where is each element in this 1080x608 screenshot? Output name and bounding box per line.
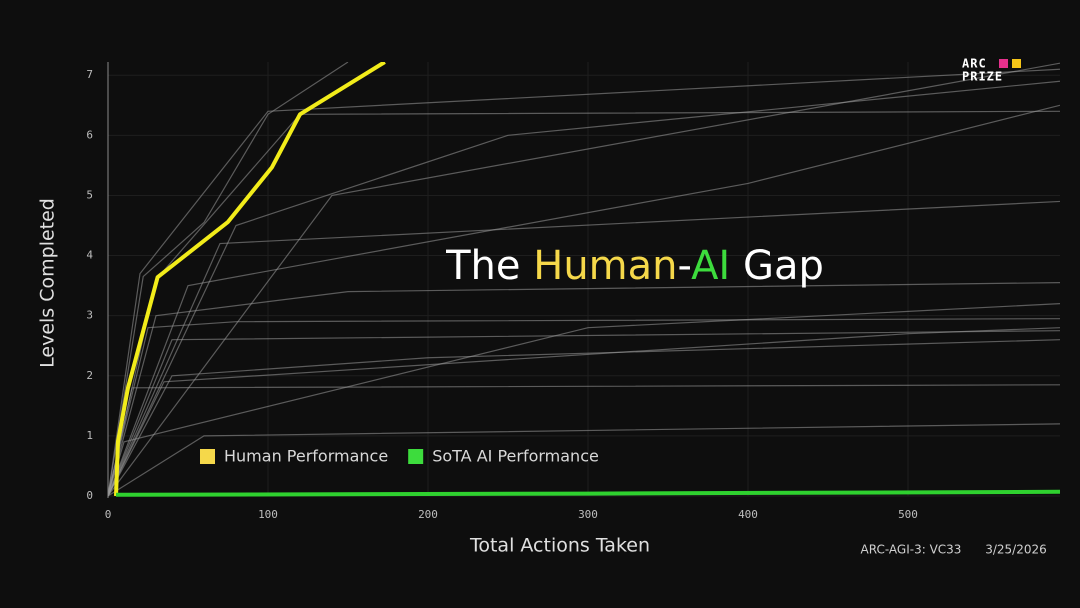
legend-swatch: [200, 449, 215, 464]
x-tick-label: 100: [258, 508, 278, 521]
trace-line: [108, 200, 1060, 497]
y-tick-label: 3: [86, 309, 93, 322]
trace-line: [108, 330, 1060, 497]
traces: [108, 62, 1060, 497]
x-tick-label: 0: [105, 508, 112, 521]
title-part: The: [445, 243, 533, 289]
legend: Human Performance SoTA AI Performance: [200, 447, 599, 466]
x-tick-label: 500: [898, 508, 918, 521]
trace-line: [108, 80, 1060, 497]
title-part: AI: [691, 243, 730, 289]
y-tick-label: 1: [86, 429, 93, 442]
y-tick-label: 5: [86, 188, 93, 201]
series-line: [115, 489, 1060, 497]
legend-label: Human Performance: [224, 447, 388, 466]
series-line: [114, 62, 386, 497]
legend-swatch: [408, 449, 424, 464]
y-tick-label: 4: [86, 249, 93, 262]
trace-line: [108, 327, 1060, 497]
y-tick-label: 0: [86, 489, 93, 502]
trace-line: [108, 318, 1060, 497]
legend-label: SoTA AI Performance: [432, 447, 599, 466]
trace-line: [108, 339, 1060, 497]
chart-title: The Human-AI Gap: [445, 243, 824, 289]
footer-text: ARC-AGI-3: VC33: [861, 543, 962, 557]
trace-line: [108, 104, 1060, 497]
title-part: -: [678, 243, 692, 289]
lines: [114, 62, 1060, 497]
footer-text: 3/25/2026: [985, 543, 1047, 557]
title-part: Human: [533, 243, 677, 289]
x-tick-label: 400: [738, 508, 758, 521]
trace-line: [108, 62, 349, 497]
trace-line: [108, 62, 1060, 497]
x-tick-label: 200: [418, 508, 438, 521]
trace-line: [108, 68, 1060, 497]
y-tick-label: 7: [86, 68, 93, 81]
logo-text: PRIZE: [962, 70, 1003, 84]
x-axis-label: Total Actions Taken: [469, 535, 650, 557]
x-tick-label: 300: [578, 508, 598, 521]
title-part: Gap: [730, 243, 824, 289]
logo-text: ARC: [962, 57, 987, 71]
y-axis-label: Levels Completed: [37, 198, 59, 368]
trace-line: [108, 423, 1060, 497]
logo-square: [999, 59, 1008, 68]
y-tick-label: 2: [86, 369, 93, 382]
logo-square: [1012, 59, 1021, 68]
y-tick-label: 6: [86, 128, 93, 141]
